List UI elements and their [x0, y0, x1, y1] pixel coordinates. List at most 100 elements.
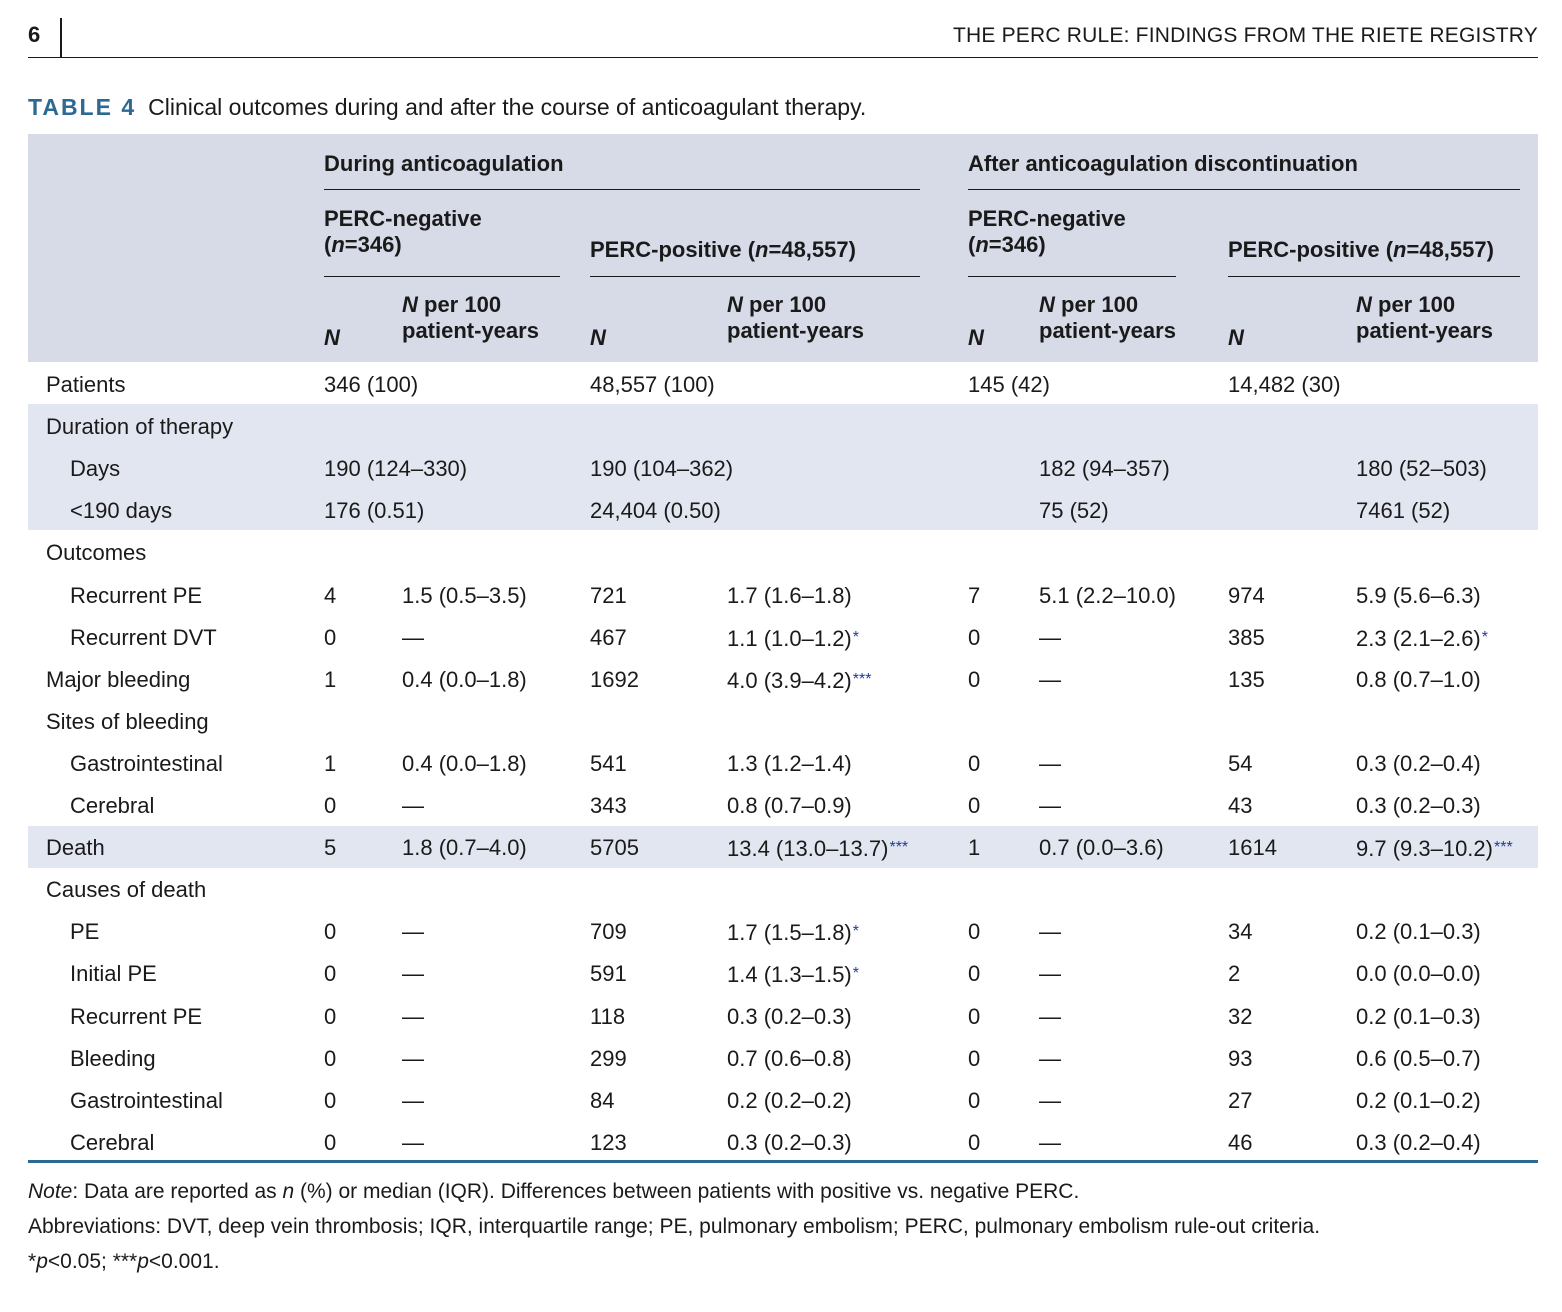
- table-cell: 1: [324, 751, 336, 777]
- cell-value: 13.4 (13.0–13.7): [727, 836, 889, 861]
- cell-value: 54: [1228, 751, 1253, 776]
- cell-value: 0.3 (0.2–0.4): [1356, 1130, 1481, 1155]
- table-cell: 13.4 (13.0–13.7)***: [727, 835, 908, 862]
- cell-value: —: [1039, 1130, 1061, 1155]
- col-header-n: N: [968, 325, 984, 350]
- cell-value: 34: [1228, 919, 1253, 944]
- cell-value: 343: [590, 793, 627, 818]
- cell-value: 0: [324, 1088, 337, 1113]
- col-header-n: N: [324, 325, 340, 350]
- table-cell: 1.7 (1.5–1.8)*: [727, 919, 859, 946]
- note-n-symbol: n: [282, 1180, 295, 1203]
- cell-value: 0: [968, 1130, 981, 1155]
- table-bottom-rule: [28, 1160, 1538, 1163]
- cell-value: 0: [324, 961, 337, 986]
- table-cell: 0: [324, 625, 336, 651]
- cell-value: 118: [590, 1004, 626, 1029]
- significance-marker: ***: [1493, 839, 1513, 856]
- row-label: Recurrent PE: [70, 583, 203, 608]
- cell-value: —: [1039, 751, 1061, 776]
- table-cell: —: [1039, 1046, 1061, 1072]
- table-cell: 4.0 (3.9–4.2)***: [727, 667, 871, 694]
- cell-value: —: [1039, 961, 1061, 986]
- table-cell: —: [402, 793, 424, 819]
- cell-value: 591: [590, 961, 627, 986]
- perc-positive-label: PERC-positive (: [1228, 237, 1394, 262]
- table-cell: 0: [324, 919, 336, 945]
- cell-value: —: [1039, 919, 1061, 944]
- cell-value: 0: [968, 751, 981, 776]
- row-label: Death: [46, 835, 105, 860]
- table-cell: 1.5 (0.5–3.5): [402, 583, 527, 609]
- cell-value: 1: [324, 667, 337, 692]
- cell-value: —: [402, 1046, 424, 1071]
- table-cell: 27: [1228, 1088, 1252, 1114]
- note-label: Note: [28, 1180, 73, 1203]
- cell-value: —: [1039, 793, 1061, 818]
- n-symbol: n: [755, 237, 769, 262]
- cell-value: 0.3 (0.2–0.3): [727, 1004, 852, 1029]
- table-cell: —: [1039, 625, 1061, 651]
- table-cell: 84: [590, 1088, 614, 1114]
- cell-value: 135: [1228, 667, 1265, 692]
- row-label: Recurrent PE: [70, 1004, 203, 1029]
- table-cell: 190 (104–362): [590, 456, 734, 481]
- rate-n-symbol: N: [1039, 292, 1055, 317]
- perc-negative-header-after: PERC-negative (n=346): [968, 206, 1126, 258]
- cell-value: 0: [324, 793, 337, 818]
- table-cell: 2: [1228, 961, 1240, 987]
- table-cell: 118: [590, 1004, 625, 1030]
- significance-marker: ***: [889, 839, 909, 856]
- cell-value: 0: [968, 1088, 981, 1113]
- table-cell: —: [402, 1046, 424, 1072]
- significance-note: *p<0.05; ***p<0.001.: [28, 1250, 220, 1274]
- note-text: (%) or median (IQR). Differences between…: [294, 1180, 1080, 1203]
- table-cell: 0.8 (0.7–0.9): [727, 793, 852, 819]
- table-label: TABLE 4: [28, 94, 137, 120]
- rate-n-symbol: N: [727, 292, 743, 317]
- subgroup-rule: [1228, 276, 1520, 277]
- table-cell: 0: [968, 625, 980, 651]
- table-cell: 1.1 (1.0–1.2)*: [727, 625, 859, 652]
- table-cell: 34: [1228, 919, 1252, 945]
- table-cell: 0.3 (0.2–0.4): [1356, 751, 1481, 777]
- table-cell: 182 (94–357): [1039, 456, 1170, 481]
- table-cell: 0.7 (0.6–0.8): [727, 1046, 852, 1072]
- cell-value: —: [402, 793, 424, 818]
- row-label: PE: [70, 919, 100, 944]
- cell-value: 9.7 (9.3–10.2): [1356, 836, 1493, 861]
- n-value: =346): [344, 232, 402, 257]
- table-cell: 46: [1228, 1130, 1252, 1156]
- perc-negative-label: PERC-negative: [968, 206, 1126, 231]
- cell-value: 0: [324, 1046, 337, 1071]
- table-cell: —: [1039, 667, 1061, 693]
- table-cell: 0: [968, 793, 980, 819]
- table-cell: —: [1039, 793, 1061, 819]
- n-symbol: n: [1393, 237, 1407, 262]
- note-text: : Data are reported as: [72, 1180, 283, 1203]
- table-cell: 1692: [590, 667, 639, 693]
- table-cell: 5.9 (5.6–6.3): [1356, 583, 1481, 609]
- cell-value: 0.7 (0.0–3.6): [1039, 835, 1164, 860]
- cell-value: —: [1039, 625, 1061, 650]
- cell-value: 46: [1228, 1130, 1253, 1155]
- perc-positive-header-during: PERC-positive (n=48,557): [590, 237, 856, 263]
- table-cell: 1.7 (1.6–1.8): [727, 583, 852, 609]
- page-number-divider: [60, 18, 62, 58]
- rate-label-line1: per 100: [1371, 292, 1456, 317]
- row-label: Outcomes: [46, 540, 147, 565]
- cell-value: 0.7 (0.6–0.8): [727, 1046, 852, 1071]
- cell-value: 299: [590, 1046, 627, 1071]
- table-cell: 709: [590, 919, 627, 945]
- cell-value: 1.8 (0.7–4.0): [402, 835, 527, 860]
- col-header-rate: N per 100 patient-years: [402, 292, 539, 344]
- cell-value: 0.2 (0.2–0.2): [727, 1088, 852, 1113]
- death-shaded-row: [28, 826, 1538, 868]
- cell-value: 32: [1228, 1004, 1253, 1029]
- row-label: Recurrent DVT: [70, 625, 217, 650]
- cell-value: 541: [590, 751, 627, 776]
- group-header-during: During anticoagulation: [324, 151, 564, 176]
- cell-value: 0.8 (0.7–1.0): [1356, 667, 1481, 692]
- row-label: Cerebral: [70, 1130, 155, 1155]
- table-cell: 14,482 (30): [1228, 372, 1341, 397]
